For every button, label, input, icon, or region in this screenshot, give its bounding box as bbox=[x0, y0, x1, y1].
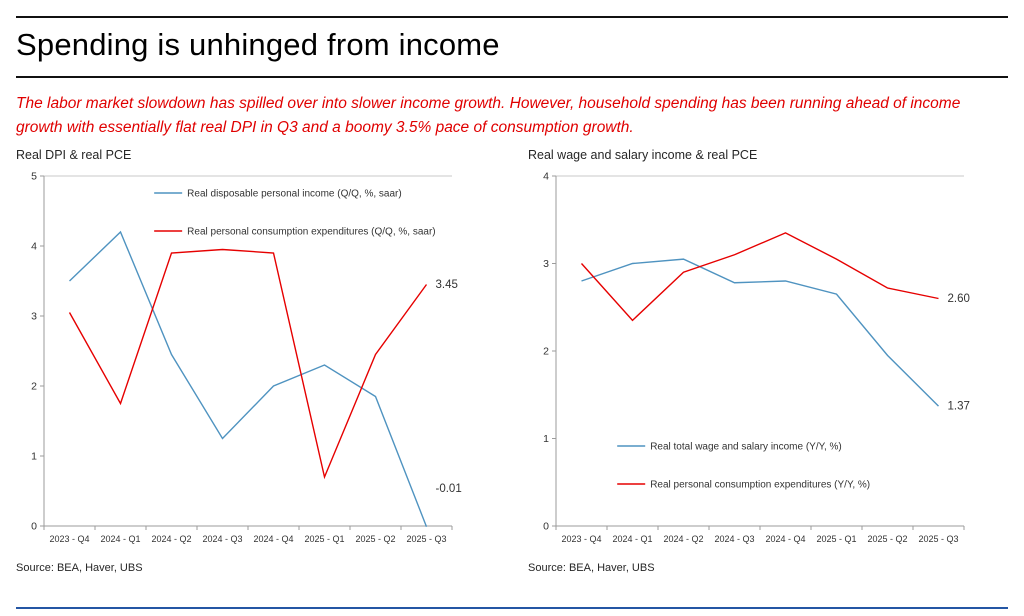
legend-label: Real disposable personal income (Q/Q, %,… bbox=[187, 189, 402, 200]
x-tick-label: 2024 - Q3 bbox=[714, 534, 754, 544]
series-end-label: 2.60 bbox=[948, 293, 970, 305]
series-end-label: 1.37 bbox=[948, 401, 970, 413]
x-tick-label: 2025 - Q1 bbox=[816, 534, 856, 544]
y-tick-label: 3 bbox=[543, 258, 549, 270]
legend-label: Real total wage and salary income (Y/Y, … bbox=[650, 442, 842, 453]
left-chart-panel: Real DPI & real PCE 0 1 2 3 4 5 2023 - Q4 2024 … bbox=[16, 148, 504, 574]
series-line bbox=[581, 258, 939, 407]
y-tick-label: 2 bbox=[543, 346, 549, 358]
y-tick-label: 5 bbox=[31, 171, 37, 183]
y-tick-label: 4 bbox=[543, 171, 549, 183]
series-line bbox=[68, 248, 428, 480]
y-tick-label: 0 bbox=[31, 521, 37, 533]
y-tick-label: 3 bbox=[31, 311, 37, 323]
left-chart-title: Real DPI & real PCE bbox=[16, 148, 132, 163]
right-chart-panel: Real wage and salary income & real PCE 0… bbox=[528, 148, 1016, 574]
y-tick-label: 1 bbox=[543, 433, 549, 445]
x-tick-label: 2025 - Q2 bbox=[355, 534, 395, 544]
footer-rule bbox=[16, 607, 1008, 609]
x-tick-label: 2023 - Q4 bbox=[561, 534, 601, 544]
charts-row: Real DPI & real PCE 0 1 2 3 4 5 2023 - Q4 2024 … bbox=[16, 148, 1008, 574]
x-tick-label: 2025 - Q2 bbox=[867, 534, 907, 544]
series-end-label: 3.45 bbox=[436, 279, 458, 291]
legend-label: Real personal consumption expenditures (… bbox=[187, 227, 435, 238]
top-rule bbox=[16, 16, 1008, 18]
x-tick-label: 2024 - Q1 bbox=[100, 534, 140, 544]
right-source-note: Source: BEA, Haver, UBS bbox=[528, 562, 655, 575]
y-tick-label: 0 bbox=[543, 521, 549, 533]
slide-page: Spending is unhinged from income The lab… bbox=[0, 16, 1024, 616]
x-tick-label: 2025 - Q3 bbox=[406, 534, 446, 544]
page-title: Spending is unhinged from income bbox=[16, 27, 1008, 78]
x-tick-label: 2024 - Q4 bbox=[765, 534, 805, 544]
left-line-chart: 0 1 2 3 4 5 2023 - Q4 2024 - Q1 2024 - Q2 2024 - … bbox=[31, 171, 462, 545]
x-tick-label: 2025 - Q3 bbox=[918, 534, 958, 544]
series-line bbox=[69, 230, 428, 527]
y-tick-label: 2 bbox=[31, 381, 37, 393]
right-chart-title: Real wage and salary income & real PCE bbox=[528, 148, 758, 163]
x-tick-label: 2024 - Q1 bbox=[612, 534, 652, 544]
subtitle: The labor market slowdown has spilled ov… bbox=[16, 95, 961, 137]
left-source-note: Source: BEA, Haver, UBS bbox=[16, 562, 143, 575]
y-tick-label: 4 bbox=[31, 241, 37, 253]
legend-label: Real personal consumption expenditures (… bbox=[650, 480, 870, 491]
y-tick-label: 1 bbox=[31, 451, 37, 463]
series-end-label: -0.01 bbox=[436, 483, 462, 495]
series-line bbox=[580, 232, 939, 322]
x-tick-label: 2024 - Q2 bbox=[151, 534, 191, 544]
x-tick-label: 2025 - Q1 bbox=[304, 534, 344, 544]
x-tick-label: 2024 - Q3 bbox=[202, 534, 242, 544]
x-tick-label: 2024 - Q4 bbox=[253, 534, 293, 544]
right-line-chart: 0 1 2 3 4 2023 - Q4 2024 - Q1 2024 - Q2 2024 - Q… bbox=[543, 171, 970, 545]
x-tick-label: 2023 - Q4 bbox=[49, 534, 89, 544]
x-tick-label: 2024 - Q2 bbox=[663, 534, 703, 544]
